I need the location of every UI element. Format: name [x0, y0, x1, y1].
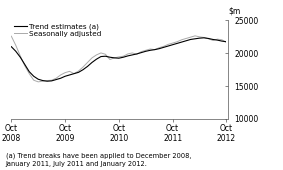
Text: (a) Trend breaks have been applied to December 2008,
January 2011, July 2011 and: (a) Trend breaks have been applied to De…: [6, 153, 191, 167]
Text: $m: $m: [229, 6, 241, 15]
Legend: Trend estimates (a), Seasonally adjusted: Trend estimates (a), Seasonally adjusted: [11, 20, 105, 40]
